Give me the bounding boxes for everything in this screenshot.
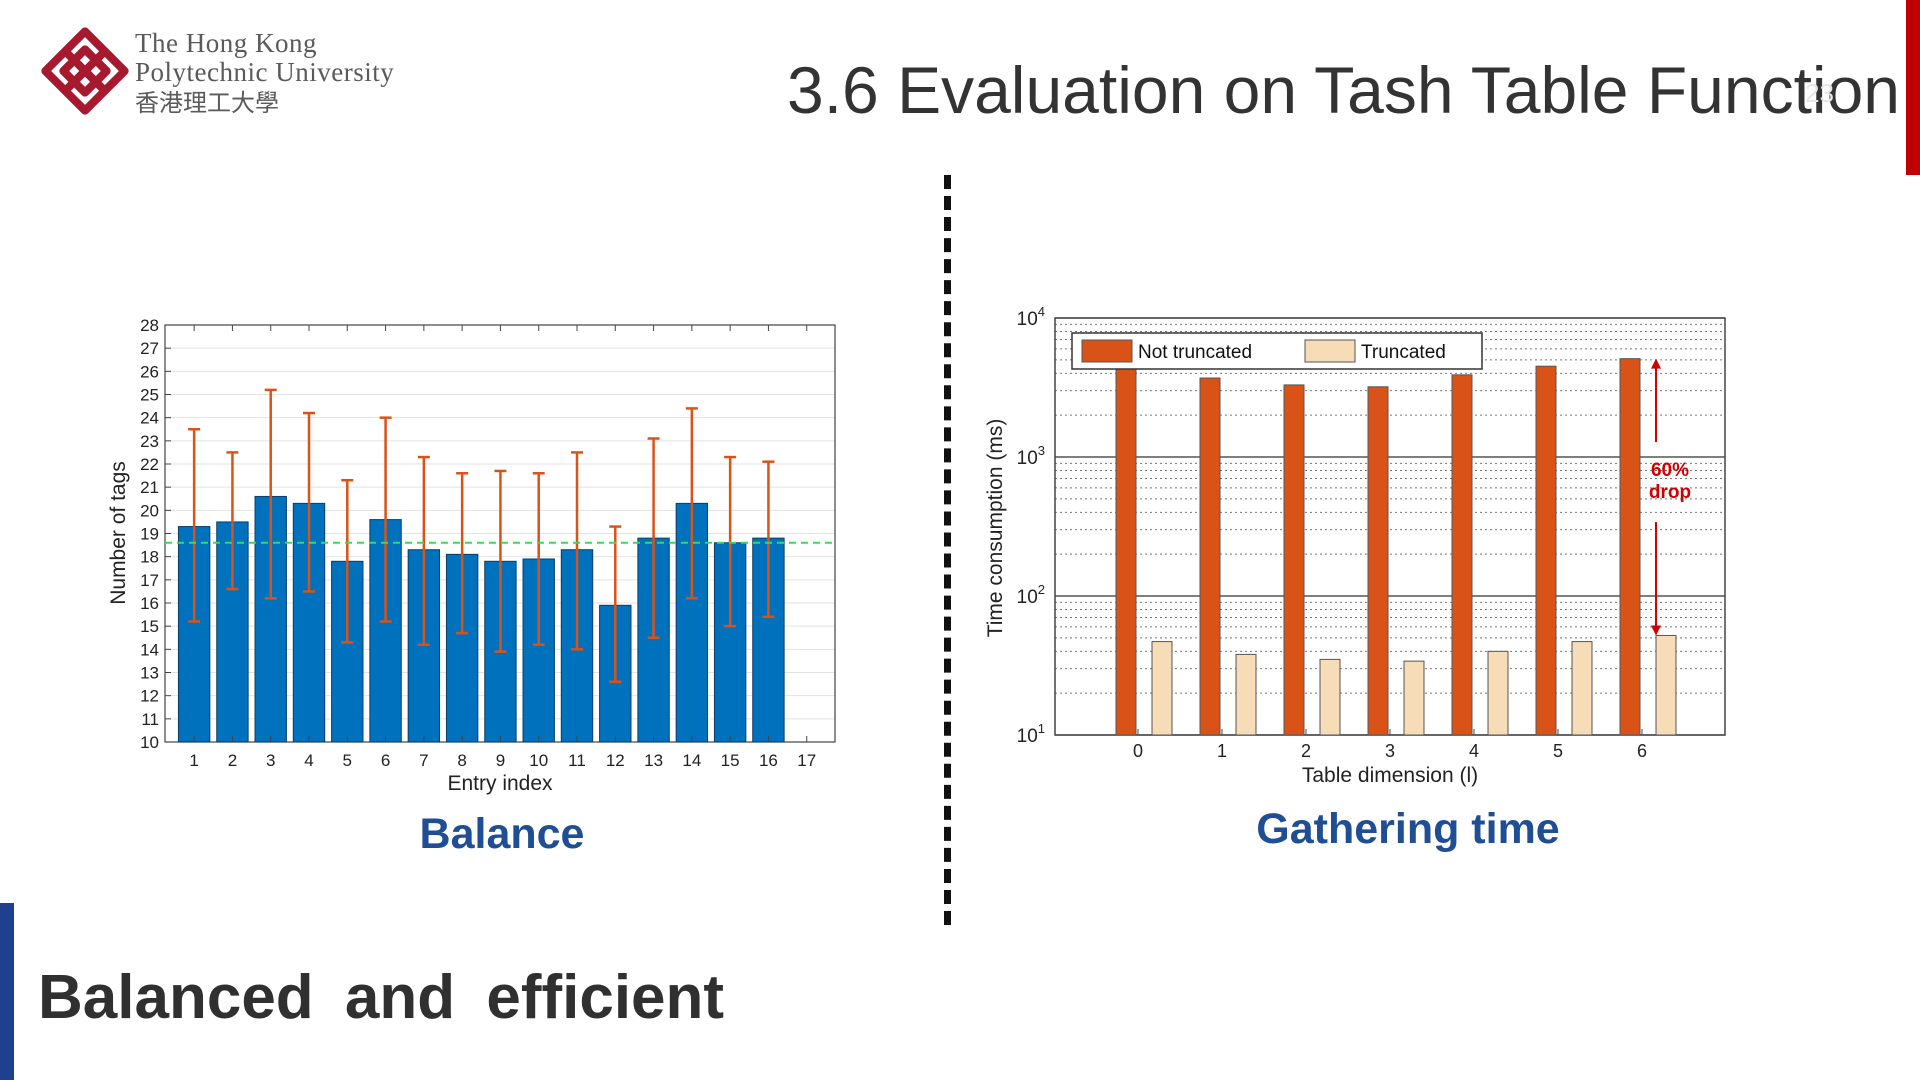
page-number: 23 xyxy=(1805,78,1834,108)
caption-gathering-time: Gathering time xyxy=(1256,805,1560,853)
bar-truncated xyxy=(1319,658,1341,736)
balance-x-tick-label: 10 xyxy=(529,751,548,770)
bar-truncated xyxy=(1403,660,1425,736)
balance-x-tick-label: 4 xyxy=(304,751,313,770)
balance-x-tick-label: 6 xyxy=(381,751,390,770)
bar-not-truncated xyxy=(1451,374,1473,736)
balance-x-tick-label: 8 xyxy=(457,751,466,770)
balance-x-tick-label: 5 xyxy=(343,751,352,770)
balance-x-tick-label: 3 xyxy=(266,751,275,770)
bar-not-truncated xyxy=(1619,358,1641,736)
annotation-arrowhead-top xyxy=(1651,358,1661,369)
legend-label-not-truncated: Not truncated xyxy=(1138,342,1252,363)
balance-x-tick-label: 1 xyxy=(189,751,198,770)
gathering-y-tick-label: 104 xyxy=(1017,304,1045,330)
drop-annotation: 60% drop xyxy=(1649,358,1691,636)
tick-base: 10 xyxy=(1017,587,1038,608)
balance-y-tick-label: 22 xyxy=(140,455,159,474)
tick-exponent: 4 xyxy=(1038,304,1045,319)
balance-y-tick-label: 18 xyxy=(140,548,159,567)
university-line1: The Hong Kong xyxy=(135,28,317,58)
balance-y-tick-label: 28 xyxy=(140,316,159,335)
balance-x-tick-label: 9 xyxy=(496,751,505,770)
balance-y-tick-label: 20 xyxy=(140,501,159,520)
tick-exponent: 2 xyxy=(1038,582,1045,597)
gathering-y-tick-label: 102 xyxy=(1017,582,1045,608)
tick-base: 10 xyxy=(1017,726,1038,747)
balance-y-tick-label: 10 xyxy=(140,733,159,752)
balance-x-tick-label: 16 xyxy=(759,751,778,770)
gathering-x-tick-label: 6 xyxy=(1637,741,1647,761)
balance-y-tick-label: 13 xyxy=(140,664,159,683)
university-line2: Polytechnic University xyxy=(135,57,395,87)
annotation-percent: 60% xyxy=(1651,460,1689,481)
balance-x-tick-label: 7 xyxy=(419,751,428,770)
gathering-x-tick-label: 2 xyxy=(1301,741,1311,761)
balance-y-tick-label: 14 xyxy=(140,640,159,659)
gathering-x-tick-label: 1 xyxy=(1217,741,1227,761)
tick-exponent: 3 xyxy=(1038,443,1045,458)
balance-y-axis-label: Number of tags xyxy=(107,461,130,605)
balance-y-tick-label: 12 xyxy=(140,687,159,706)
legend-label-truncated: Truncated xyxy=(1361,342,1446,363)
gathering-x-tick-label: 4 xyxy=(1469,741,1479,761)
balance-y-tick-label: 26 xyxy=(140,362,159,381)
accent-bar-blue xyxy=(0,903,14,1080)
bar-truncated xyxy=(1151,641,1173,736)
conclusion-text: Balanced and efficient xyxy=(38,963,725,1032)
dashed-divider xyxy=(944,175,951,925)
university-logo xyxy=(41,27,129,115)
balance-y-tick-label: 17 xyxy=(140,571,159,590)
balance-y-tick-label: 19 xyxy=(140,525,159,544)
accent-bar-red xyxy=(1906,0,1920,175)
legend-swatch-not-truncated xyxy=(1081,339,1133,363)
bar-truncated xyxy=(1487,650,1509,736)
balance-y-tick-label: 16 xyxy=(140,594,159,613)
balance-x-tick-label: 14 xyxy=(682,751,701,770)
bar-truncated xyxy=(1571,641,1593,736)
balance-x-tick-label: 13 xyxy=(644,751,663,770)
balance-y-tick-label: 23 xyxy=(140,432,159,451)
gathering-x-tick-label: 5 xyxy=(1553,741,1563,761)
gathering-y-tick-label: 101 xyxy=(1017,721,1045,747)
annotation-drop: drop xyxy=(1649,482,1691,503)
balance-y-tick-label: 11 xyxy=(141,710,159,729)
slide-title: 3.6 Evaluation on Tash Table Function xyxy=(786,53,1900,127)
bar-not-truncated xyxy=(1115,365,1137,736)
balance-y-tick-label: 27 xyxy=(140,339,159,358)
gathering-x-tick-label: 3 xyxy=(1385,741,1395,761)
bar-not-truncated xyxy=(1535,365,1557,736)
caption-balance: Balance xyxy=(419,810,585,858)
annotation-arrowhead-bottom xyxy=(1651,625,1661,636)
bar-not-truncated xyxy=(1199,377,1221,736)
balance-y-tick-label: 21 xyxy=(140,478,159,497)
tick-base: 10 xyxy=(1017,448,1038,469)
balance-x-tick-label: 15 xyxy=(721,751,740,770)
bar-truncated xyxy=(1235,653,1257,736)
gathering-x-tick-label: 0 xyxy=(1133,741,1143,761)
university-name: The Hong Kong Polytechnic University 香港理… xyxy=(135,28,395,117)
bar-not-truncated xyxy=(1367,386,1389,736)
tick-exponent: 1 xyxy=(1038,721,1045,736)
gathering-x-axis-label: Table dimension (l) xyxy=(1302,764,1478,787)
legend-swatch-truncated xyxy=(1304,339,1356,363)
balance-x-tick-label: 12 xyxy=(606,751,625,770)
balance-x-axis-label: Entry index xyxy=(447,772,553,795)
bar-truncated xyxy=(1655,634,1677,736)
balance-y-tick-label: 24 xyxy=(140,409,159,428)
gathering-y-tick-label: 103 xyxy=(1017,443,1045,469)
university-line3: 香港理工大學 xyxy=(135,89,279,117)
legend-box xyxy=(1071,332,1483,370)
gathering-y-axis-label: Time consumption (ms) xyxy=(984,419,1007,638)
balance-x-tick-label: 11 xyxy=(568,751,586,770)
balance-y-tick-label: 25 xyxy=(140,386,159,405)
balance-x-tick-label: 17 xyxy=(797,751,816,770)
balance-y-tick-label: 15 xyxy=(140,617,159,636)
tick-base: 10 xyxy=(1017,309,1038,330)
legend: Not truncated Truncated xyxy=(1071,332,1483,370)
balance-x-tick-label: 2 xyxy=(228,751,237,770)
bar-not-truncated xyxy=(1283,384,1305,736)
